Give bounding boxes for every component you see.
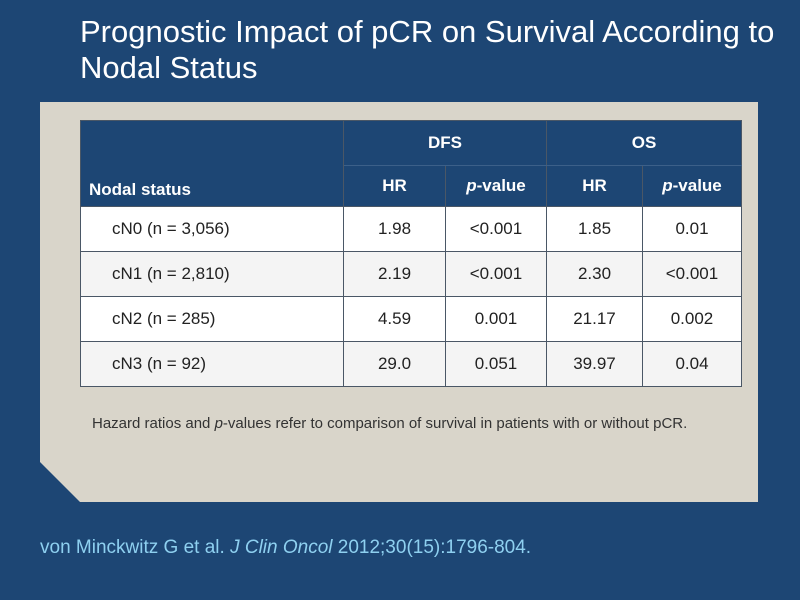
citation: von Minckwitz G et al. J Clin Oncol 2012… — [40, 537, 532, 558]
content-panel: Nodal status DFS OS HR p-value HR p-valu… — [40, 102, 758, 502]
os-hr-cell: 2.30 — [546, 251, 643, 297]
dfs-hr-cell: 29.0 — [343, 341, 446, 387]
dfs-p-cell: <0.001 — [445, 206, 547, 252]
os-hr-cell: 1.85 — [546, 206, 643, 252]
dfs-p-cell: 0.001 — [445, 296, 547, 342]
dfs-p-cell: <0.001 — [445, 251, 547, 297]
os-p-cell: <0.001 — [642, 251, 742, 297]
table-row: cN3 (n = 92) 29.0 0.051 39.97 0.04 — [80, 341, 742, 387]
dfs-p-cell: 0.051 — [445, 341, 547, 387]
nodal-status-cell: cN1 (n = 2,810) — [80, 251, 344, 297]
dfs-hr-cell: 2.19 — [343, 251, 446, 297]
dfs-hr-header: HR — [343, 165, 446, 207]
dfs-group-header: DFS — [343, 120, 547, 166]
nodal-status-cell: cN2 (n = 285) — [80, 296, 344, 342]
os-p-value-header: p-value — [642, 165, 742, 207]
table-row: cN2 (n = 285) 4.59 0.001 21.17 0.002 — [80, 296, 742, 342]
nodal-status-cell: cN0 (n = 3,056) — [80, 206, 344, 252]
journal-name: J Clin Oncol — [230, 537, 333, 558]
os-p-cell: 0.04 — [642, 341, 742, 387]
dfs-p-value-header: p-value — [445, 165, 547, 207]
nodal-status-header: Nodal status — [80, 120, 344, 207]
os-p-cell: 0.002 — [642, 296, 742, 342]
nodal-status-cell: cN3 (n = 92) — [80, 341, 344, 387]
dfs-hr-cell: 4.59 — [343, 296, 446, 342]
slide-title: Prognostic Impact of pCR on Survival Acc… — [80, 14, 775, 85]
dfs-hr-cell: 1.98 — [343, 206, 446, 252]
os-hr-cell: 39.97 — [546, 341, 643, 387]
os-hr-header: HR — [546, 165, 643, 207]
table-row: cN0 (n = 3,056) 1.98 <0.001 1.85 0.01 — [80, 206, 742, 252]
footnote: Hazard ratios and p-values refer to comp… — [92, 415, 688, 432]
os-group-header: OS — [546, 120, 742, 166]
hazard-ratio-table: Nodal status DFS OS HR p-value HR p-valu… — [80, 120, 742, 387]
os-hr-cell: 21.17 — [546, 296, 643, 342]
os-p-cell: 0.01 — [642, 206, 742, 252]
table-row: cN1 (n = 2,810) 2.19 <0.001 2.30 <0.001 — [80, 251, 742, 297]
